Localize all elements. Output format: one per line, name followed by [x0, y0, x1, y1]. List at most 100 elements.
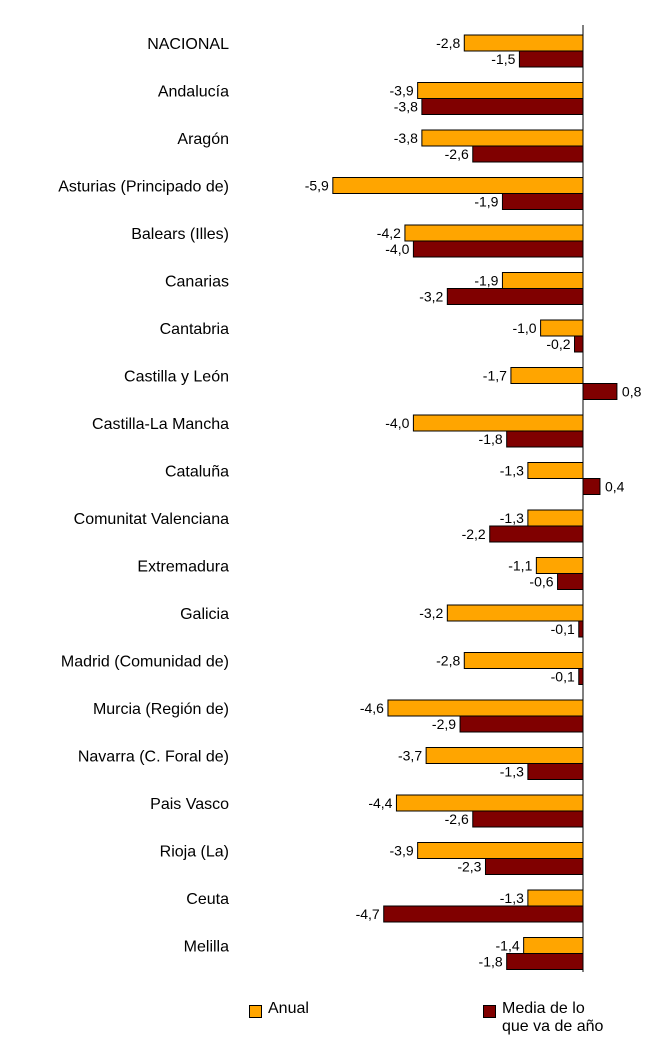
bar-anual-ceuta: [527, 889, 584, 907]
legend-swatch-media: [483, 1005, 496, 1018]
category-label-aragon: Aragón: [177, 131, 229, 148]
category-label-melilla: Melilla: [184, 939, 229, 956]
legend-label-media: Media de lo que va de año: [502, 1000, 604, 1035]
value-label-anual-castilla-la-mancha: -4,0: [385, 415, 409, 431]
value-label-media-ceuta: -4,7: [356, 906, 380, 922]
bar-media-murcia-region-de: [459, 715, 584, 733]
legend-label-anual: Anual: [268, 1000, 309, 1017]
bar-anual-castilla-y-leon: [510, 367, 584, 384]
value-label-media-rioja-la: -2,3: [457, 859, 481, 875]
bar-media-castilla-la-mancha: [506, 430, 584, 448]
value-label-anual-navarra-c-foral-de: -3,7: [398, 748, 422, 764]
bar-media-aragon: [472, 145, 584, 163]
value-label-anual-cataluna: -1,3: [500, 463, 524, 479]
legend-item-media: Media de lo que va de año: [483, 1000, 620, 1036]
category-label-andalucia: Andalucía: [158, 84, 229, 101]
category-label-canarias: Canarias: [165, 274, 229, 291]
category-label-nacional: NACIONAL: [147, 36, 229, 53]
bar-media-castilla-y-leon: [582, 383, 618, 400]
value-label-anual-madrid-comunidad-de: -2,8: [436, 653, 460, 669]
bar-media-galicia: [578, 620, 584, 638]
value-label-anual-asturias-principado-de: -5,9: [305, 178, 329, 194]
value-label-media-madrid-comunidad-de: -0,1: [551, 669, 575, 685]
bar-media-melilla: [506, 953, 584, 970]
bar-anual-rioja-la: [417, 842, 584, 859]
bar-media-pais-vasco: [472, 810, 584, 828]
category-label-rioja-la: Rioja (La): [160, 844, 229, 861]
value-label-anual-castilla-y-leon: -1,7: [483, 368, 507, 384]
value-label-anual-pais-vasco: -4,4: [368, 795, 392, 811]
value-label-anual-murcia-region-de: -4,6: [360, 700, 384, 716]
category-label-castilla-y-leon: Castilla y León: [124, 369, 229, 386]
bar-anual-aragon: [421, 129, 584, 147]
category-label-extremadura: Extremadura: [137, 559, 229, 576]
legend-swatch-anual: [249, 1005, 262, 1018]
bar-anual-cantabria: [540, 319, 584, 337]
category-label-madrid-comunidad-de: Madrid (Comunidad de): [61, 654, 229, 671]
category-label-balears-illes: Balears (Illes): [131, 226, 229, 243]
category-label-comunitat-valenciana: Comunitat Valenciana: [74, 511, 229, 528]
bar-media-nacional: [518, 50, 584, 68]
value-label-anual-andalucia: -3,9: [390, 83, 414, 99]
value-label-media-extremadura: -0,6: [529, 574, 553, 590]
value-label-media-balears-illes: -4,0: [385, 241, 409, 257]
value-label-anual-balears-illes: -4,2: [377, 225, 401, 241]
bar-anual-cataluna: [527, 462, 584, 479]
category-label-galicia: Galicia: [180, 606, 229, 623]
value-label-anual-nacional: -2,8: [436, 35, 460, 51]
bar-media-ceuta: [383, 905, 584, 923]
value-label-media-navarra-c-foral-de: -1,3: [500, 764, 524, 780]
bar-media-navarra-c-foral-de: [527, 763, 584, 780]
bar-media-rioja-la: [484, 858, 584, 875]
value-label-anual-galicia: -3,2: [419, 605, 443, 621]
value-label-media-aragon: -2,6: [445, 146, 469, 162]
value-label-anual-cantabria: -1,0: [512, 320, 536, 336]
value-label-media-melilla: -1,8: [479, 954, 503, 970]
bar-anual-comunitat-valenciana: [527, 509, 584, 527]
value-label-media-cataluna: 0,4: [605, 479, 625, 495]
bar-anual-madrid-comunidad-de: [463, 652, 584, 669]
value-label-media-galicia: -0,1: [551, 621, 575, 637]
bar-anual-castilla-la-mancha: [412, 414, 584, 432]
bar-media-extremadura: [557, 573, 584, 590]
category-label-asturias-principado-de: Asturias (Principado de): [58, 179, 229, 196]
value-label-media-cantabria: -0,2: [546, 336, 570, 352]
value-label-anual-canarias: -1,9: [474, 273, 498, 289]
value-label-anual-aragon: -3,8: [394, 130, 418, 146]
value-label-anual-extremadura: -1,1: [508, 558, 532, 574]
category-label-cataluna: Cataluña: [165, 464, 229, 481]
bar-anual-melilla: [523, 937, 584, 954]
bar-media-comunitat-valenciana: [489, 525, 584, 543]
bar-anual-murcia-region-de: [387, 699, 584, 717]
value-label-media-canarias: -3,2: [419, 289, 443, 305]
value-label-anual-melilla: -1,4: [496, 938, 520, 954]
value-label-media-andalucia: -3,8: [394, 99, 418, 115]
bar-media-balears-illes: [412, 240, 584, 258]
bar-anual-canarias: [501, 272, 584, 289]
bar-media-madrid-comunidad-de: [578, 668, 584, 685]
value-label-media-comunitat-valenciana: -2,2: [462, 526, 486, 542]
bar-anual-galicia: [446, 604, 584, 622]
bar-media-andalucia: [421, 98, 584, 115]
bar-anual-andalucia: [417, 82, 584, 99]
category-label-navarra-c-foral-de: Navarra (C. Foral de): [78, 749, 229, 766]
value-label-anual-ceuta: -1,3: [500, 890, 524, 906]
bar-media-cataluna: [582, 478, 601, 495]
bar-anual-balears-illes: [404, 224, 584, 242]
category-label-murcia-region-de: Murcia (Región de): [93, 701, 229, 718]
bar-media-cantabria: [574, 335, 584, 353]
bar-anual-pais-vasco: [395, 794, 584, 812]
bar-anual-nacional: [463, 34, 584, 52]
value-label-media-castilla-la-mancha: -1,8: [479, 431, 503, 447]
legend-item-anual: Anual: [249, 1000, 309, 1018]
value-label-media-nacional: -1,5: [491, 51, 515, 67]
category-label-cantabria: Cantabria: [160, 321, 229, 338]
value-label-media-asturias-principado-de: -1,9: [474, 194, 498, 210]
bar-media-asturias-principado-de: [501, 193, 584, 210]
bar-anual-extremadura: [535, 557, 584, 574]
chart-legend: Anual Media de lo que va de año: [0, 998, 648, 1054]
category-label-pais-vasco: Pais Vasco: [150, 796, 229, 813]
value-label-media-castilla-y-leon: 0,8: [622, 384, 642, 400]
category-label-ceuta: Ceuta: [186, 891, 229, 908]
value-label-media-murcia-region-de: -2,9: [432, 716, 456, 732]
